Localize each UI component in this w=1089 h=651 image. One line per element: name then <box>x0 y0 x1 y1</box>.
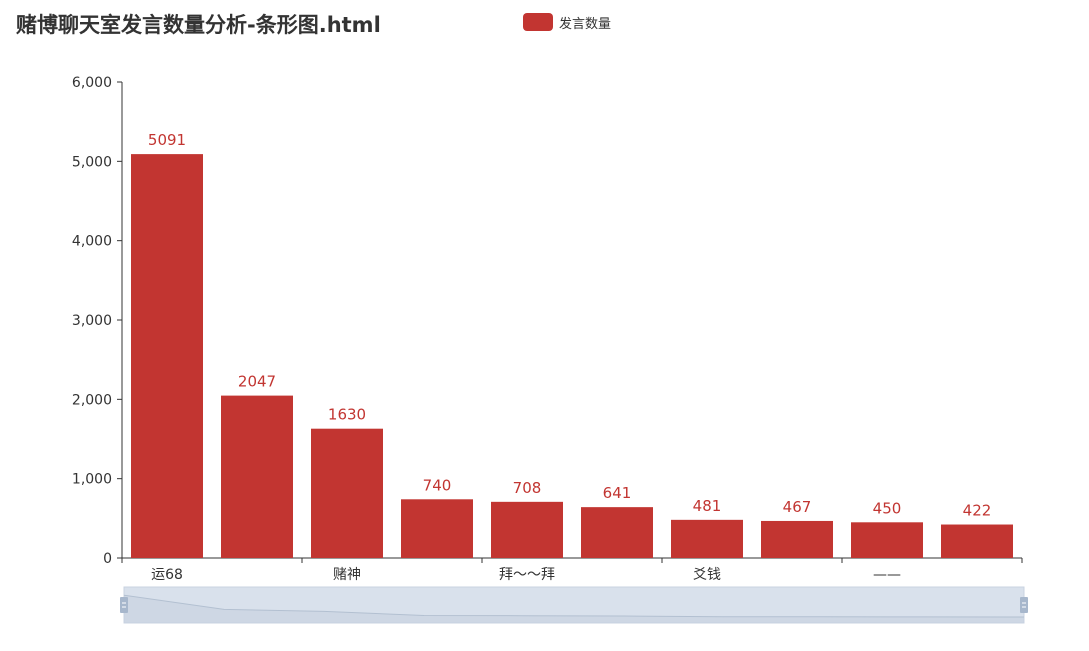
bar-value-label: 422 <box>963 502 992 520</box>
datazoom-data-line <box>123 594 1025 618</box>
datazoom-slider[interactable] <box>120 586 1028 624</box>
datazoom-handle-grip[interactable] <box>1020 597 1028 613</box>
y-tick-label: 2,000 <box>72 392 112 408</box>
bar[interactable] <box>221 395 293 558</box>
bar-value-label: 641 <box>603 484 632 502</box>
bar[interactable] <box>581 507 653 558</box>
bar-value-label: 740 <box>423 476 452 494</box>
legend-swatch <box>523 13 553 31</box>
bar-value-label: 481 <box>693 497 722 515</box>
bar-value-label: 708 <box>513 479 542 497</box>
x-tick-label: 爻钱 <box>693 567 721 583</box>
bar-value-label: 2047 <box>238 373 276 391</box>
datazoom-handle-grip[interactable] <box>120 597 128 613</box>
x-tick-label: —— <box>873 567 901 583</box>
legend[interactable]: 发言数量 <box>523 12 611 32</box>
y-axis: 0 1,000 2,000 3,000 4,000 5,000 6,000 <box>72 75 123 567</box>
bars <box>131 154 1013 558</box>
bar-value-label: 467 <box>783 498 812 516</box>
datazoom-handle-right[interactable] <box>1020 597 1028 613</box>
x-tick-label: 运68 <box>151 567 183 583</box>
data-labels: 5091 2047 1630 740 708 641 481 467 450 422 <box>148 131 991 519</box>
y-tick-label: 5,000 <box>72 154 112 170</box>
bar[interactable] <box>941 524 1013 558</box>
y-tick-label: 3,000 <box>72 313 112 329</box>
y-tick-label: 0 <box>103 551 112 567</box>
datazoom-handle-left[interactable] <box>120 597 128 613</box>
y-tick-label: 6,000 <box>72 75 112 91</box>
bar[interactable] <box>401 499 473 558</box>
x-tick-label: 拜～～拜 <box>499 567 555 583</box>
bar[interactable] <box>761 520 833 558</box>
bar-value-label: 450 <box>873 499 902 517</box>
bar-value-label: 5091 <box>148 131 186 149</box>
legend-label: 发言数量 <box>559 16 612 32</box>
x-tick-label: 赌神 <box>333 567 361 583</box>
datazoom-data-shadow <box>124 595 1024 623</box>
y-tick-label: 4,000 <box>72 234 112 250</box>
bar[interactable] <box>131 154 203 558</box>
bar[interactable] <box>851 522 923 558</box>
y-tick-label: 1,000 <box>72 472 112 488</box>
bar[interactable] <box>671 519 743 558</box>
x-axis: 运68 赌神 拜～～拜 爻钱 —— <box>121 557 1023 583</box>
bar-value-label: 1630 <box>328 406 366 424</box>
chart-title: 赌博聊天室发言数量分析-条形图.html <box>16 13 381 37</box>
bar[interactable] <box>491 501 563 558</box>
bar[interactable] <box>311 428 383 558</box>
